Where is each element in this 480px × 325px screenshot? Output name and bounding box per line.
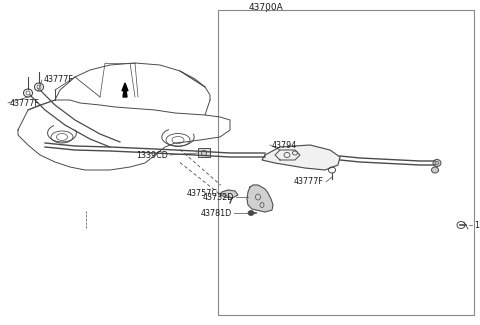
- Text: 43757C: 43757C: [187, 188, 218, 198]
- Text: 43777F: 43777F: [44, 75, 74, 84]
- Text: 1125KJ: 1125KJ: [474, 220, 480, 229]
- Bar: [198, 148, 210, 157]
- Text: 43732D: 43732D: [203, 192, 234, 202]
- Text: 43777F: 43777F: [294, 177, 324, 187]
- Polygon shape: [122, 83, 128, 97]
- Text: 43781D: 43781D: [201, 209, 232, 217]
- Bar: [218, 10, 474, 315]
- Ellipse shape: [432, 167, 439, 173]
- Text: 1339CD: 1339CD: [136, 150, 168, 160]
- Text: 43700A: 43700A: [249, 3, 284, 12]
- Ellipse shape: [248, 211, 254, 215]
- Polygon shape: [220, 190, 238, 198]
- Polygon shape: [247, 185, 273, 212]
- Ellipse shape: [433, 160, 441, 166]
- Text: 43777F: 43777F: [10, 98, 40, 108]
- Polygon shape: [262, 145, 340, 170]
- Text: 43794: 43794: [272, 140, 297, 150]
